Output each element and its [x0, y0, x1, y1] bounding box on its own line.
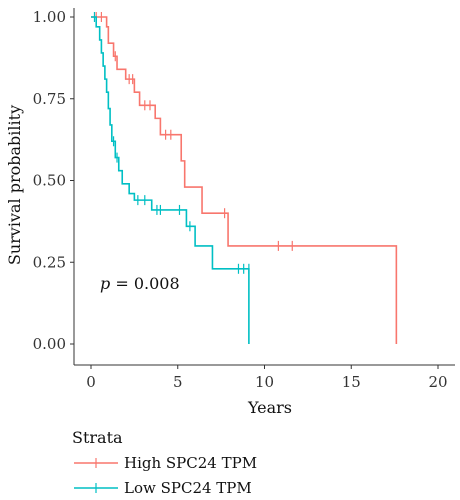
x-tick-label: 15: [342, 373, 361, 391]
legend-items: High SPC24 TPM Low SPC24 TPM: [74, 454, 257, 497]
x-tick-label: 5: [173, 373, 183, 391]
x-tick-label: 20: [428, 373, 447, 391]
y-tick-label: 0.75: [33, 90, 66, 108]
y-tick-label: 1.00: [33, 8, 66, 26]
legend: Strata High SPC24 TPM Low SPC24 TPM: [72, 428, 257, 497]
y-tick-label: 0.00: [33, 335, 66, 353]
y-axis-title: Survival probability: [5, 105, 24, 265]
survival-curves: [91, 12, 398, 344]
legend-label-high: High SPC24 TPM: [124, 454, 257, 472]
legend-label-low: Low SPC24 TPM: [124, 479, 252, 497]
survival-curve-high: [91, 16, 398, 344]
x-axis-ticks: 0 5 10 15 20: [86, 365, 448, 391]
y-tick-label: 0.25: [33, 253, 66, 271]
legend-title: Strata: [72, 428, 123, 447]
p-symbol: p: [100, 274, 110, 293]
y-tick-label: 0.50: [33, 172, 66, 190]
x-axis-title: Years: [247, 398, 292, 417]
x-tick-label: 0: [86, 373, 96, 391]
p-value-annotation: p = 0.008: [100, 274, 180, 293]
x-tick-label: 10: [255, 373, 274, 391]
y-axis-ticks: 0.00 0.25 0.50 0.75 1.00: [33, 8, 74, 353]
survival-curve-low: [91, 16, 250, 344]
p-value-text: = 0.008: [110, 274, 179, 293]
